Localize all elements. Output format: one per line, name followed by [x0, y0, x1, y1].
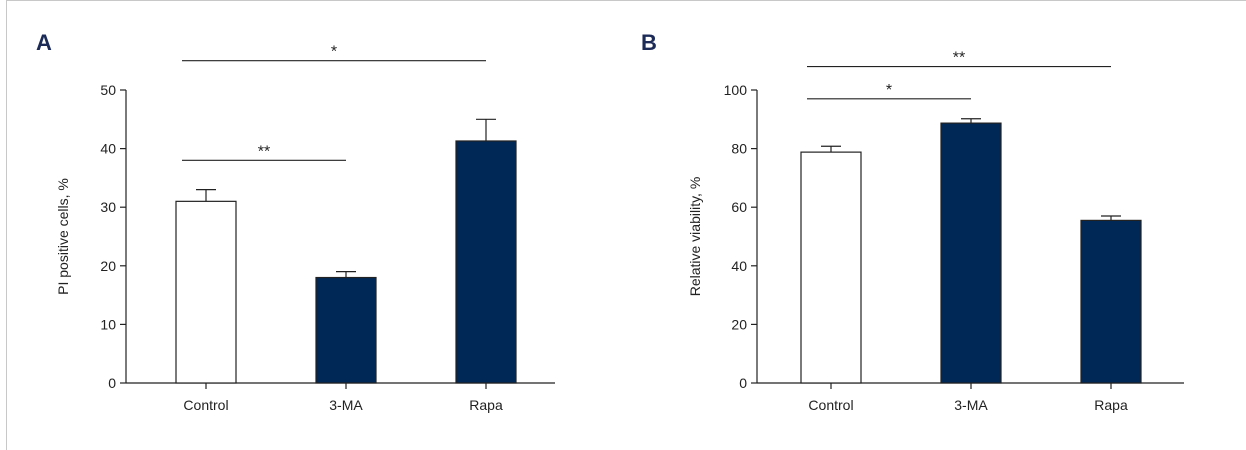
y-tick-label: 20: [731, 316, 747, 332]
y-tick-label: 80: [731, 141, 747, 157]
y-tick-label: 100: [724, 82, 748, 98]
bar-rapa: [1080, 219, 1142, 384]
bar-3-ma: [940, 122, 1002, 384]
y-tick-label: 40: [731, 258, 747, 274]
y-tick-label: 40: [100, 141, 116, 157]
x-tick-label: Rapa: [469, 397, 503, 413]
panel-label: B: [641, 30, 657, 55]
y-tick-label: 50: [100, 82, 116, 98]
panel-label: A: [36, 30, 52, 55]
x-tick-label: Control: [808, 397, 853, 413]
figure-frame: [6, 0, 1246, 450]
y-tick-label: 20: [100, 258, 116, 274]
y-tick-label: 0: [108, 375, 116, 391]
y-tick-label: 10: [100, 316, 116, 332]
y-tick-label: 30: [100, 199, 116, 215]
x-tick-label: Rapa: [1094, 397, 1128, 413]
significance-label: **: [258, 143, 270, 160]
y-tick-label: 0: [739, 375, 747, 391]
x-tick-label: 3-MA: [329, 397, 363, 413]
y-axis-title: Relative viability, %: [687, 177, 703, 297]
significance-label: *: [331, 44, 337, 61]
y-axis-title: PI positive cells, %: [55, 178, 71, 295]
bar-rapa: [455, 140, 517, 384]
significance-label: **: [953, 50, 965, 67]
bar-control: [175, 200, 237, 384]
x-tick-label: 3-MA: [954, 397, 988, 413]
panel-b: B 0 20 40 60 80 100 Relative viability, % Contro…: [641, 30, 1184, 413]
bar-3-ma: [315, 276, 377, 384]
bar-control: [800, 151, 862, 384]
panel-a: A 0 10 20 30 40 50 PI positive cells, % Control 3…: [36, 30, 555, 413]
x-tick-label: Control: [183, 397, 228, 413]
significance-label: *: [886, 82, 892, 99]
y-tick-label: 60: [731, 199, 747, 215]
